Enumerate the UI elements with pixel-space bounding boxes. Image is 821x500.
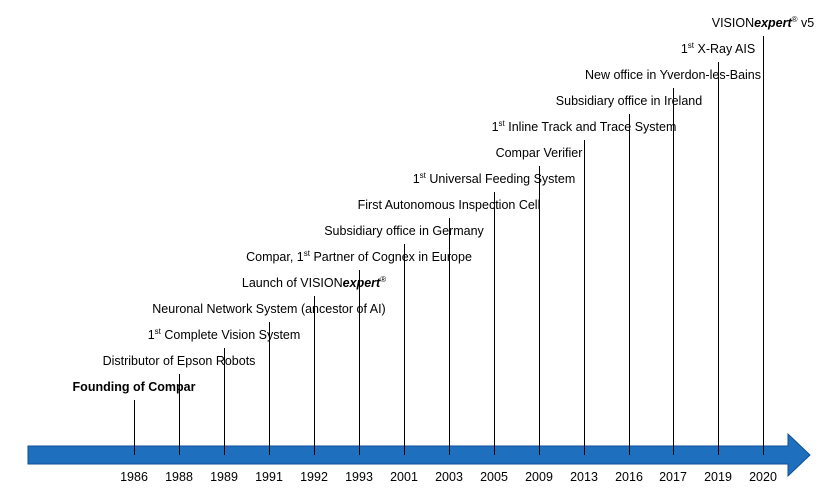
event-label-2001: Subsidiary office in Germany bbox=[324, 224, 484, 239]
year-label-1988: 1988 bbox=[165, 470, 193, 484]
event-text-part: 1 bbox=[491, 120, 499, 134]
event-text-part: Inline Track and Trace System bbox=[504, 120, 677, 134]
year-label-2009: 2009 bbox=[525, 470, 553, 484]
event-text-part: st bbox=[154, 326, 161, 336]
event-tick-2005 bbox=[494, 192, 495, 455]
event-label-2020: VISIONexpert® v5 bbox=[711, 14, 815, 31]
event-text-part: Subsidiary office in Ireland bbox=[555, 94, 703, 108]
event-text-part: Compar Verifier bbox=[495, 146, 583, 160]
event-tick-2013 bbox=[584, 140, 585, 455]
event-tick-1986 bbox=[134, 400, 135, 455]
event-text-part: First Autonomous Inspection Cell bbox=[357, 198, 541, 212]
event-text-part: v5 bbox=[797, 16, 815, 30]
event-label-1988: Distributor of Epson Robots bbox=[103, 354, 256, 369]
event-text-part: expert bbox=[754, 16, 792, 30]
event-text-part: st bbox=[687, 40, 695, 50]
event-text-part: 1 bbox=[147, 328, 155, 342]
year-label-1991: 1991 bbox=[255, 470, 283, 484]
event-tick-2020 bbox=[763, 36, 764, 455]
event-tick-1989 bbox=[224, 348, 225, 455]
year-label-2013: 2013 bbox=[570, 470, 598, 484]
event-tick-2017 bbox=[673, 88, 674, 455]
event-label-2009: Compar Verifier bbox=[496, 146, 583, 161]
event-tick-1992 bbox=[314, 296, 315, 455]
year-label-2001: 2001 bbox=[390, 470, 418, 484]
event-text-part: New office in Yverdon-les-Bains bbox=[584, 68, 762, 82]
event-text-part: VISION bbox=[711, 16, 755, 30]
event-text-part: 1 bbox=[412, 172, 420, 186]
year-label-1992: 1992 bbox=[300, 470, 328, 484]
event-label-1991: Neuronal Network System (ancestor of AI) bbox=[152, 302, 385, 317]
year-label-2019: 2019 bbox=[704, 470, 732, 484]
event-tick-1988 bbox=[179, 374, 180, 455]
event-text-part: st bbox=[419, 170, 426, 180]
event-label-1986: Founding of Compar bbox=[73, 380, 196, 395]
year-label-1993: 1993 bbox=[345, 470, 373, 484]
event-tick-2019 bbox=[718, 62, 719, 455]
event-label-2017: New office in Yverdon-les-Bains bbox=[585, 68, 761, 83]
year-label-2020: 2020 bbox=[749, 470, 777, 484]
event-text-part: 1 bbox=[680, 42, 688, 56]
event-text-part: Partner of Cognex in Europe bbox=[310, 250, 472, 264]
event-label-1989: 1st Complete Vision System bbox=[147, 326, 301, 343]
event-text-part: expert bbox=[342, 276, 381, 290]
year-label-2016: 2016 bbox=[615, 470, 643, 484]
event-text-part: Distributor of Epson Robots bbox=[102, 354, 256, 368]
year-label-1986: 1986 bbox=[120, 470, 148, 484]
event-text-part: ® bbox=[380, 274, 387, 284]
year-label-1989: 1989 bbox=[210, 470, 238, 484]
event-text-part: Compar, 1 bbox=[246, 250, 304, 264]
event-text-part: Founding of Compar bbox=[72, 380, 196, 394]
event-tick-2001 bbox=[404, 244, 405, 455]
event-label-2016: Subsidiary office in Ireland bbox=[556, 94, 702, 109]
year-label-2003: 2003 bbox=[435, 470, 463, 484]
event-text-part: st bbox=[303, 248, 310, 258]
event-tick-2016 bbox=[629, 114, 630, 455]
event-text-part: Complete Vision System bbox=[160, 328, 301, 342]
event-tick-2003 bbox=[449, 218, 450, 455]
event-text-part: st bbox=[498, 118, 505, 128]
event-text-part: X-Ray AIS bbox=[694, 42, 756, 56]
event-tick-2009 bbox=[539, 166, 540, 455]
event-text-part: ® bbox=[791, 14, 798, 24]
event-label-2003: First Autonomous Inspection Cell bbox=[358, 198, 541, 213]
event-tick-1993 bbox=[359, 270, 360, 455]
event-label-2019: 1st X-Ray AIS bbox=[680, 40, 756, 57]
event-label-1992: Launch of VISIONexpert® bbox=[241, 274, 387, 291]
event-label-2013: 1st Inline Track and Trace System bbox=[491, 118, 677, 135]
year-label-2017: 2017 bbox=[659, 470, 687, 484]
event-text-part: Launch of VISION bbox=[241, 276, 343, 290]
event-text-part: Subsidiary office in Germany bbox=[324, 224, 484, 238]
event-tick-1991 bbox=[269, 322, 270, 455]
year-label-2005: 2005 bbox=[480, 470, 508, 484]
timeline-arrow-shape bbox=[27, 432, 811, 478]
event-label-2005: 1st Universal Feeding System bbox=[412, 170, 576, 187]
event-label-1993: Compar, 1st Partner of Cognex in Europe bbox=[246, 248, 472, 265]
event-text-part: Universal Feeding System bbox=[425, 172, 576, 186]
event-text-part: Neuronal Network System (ancestor of AI) bbox=[152, 302, 386, 316]
